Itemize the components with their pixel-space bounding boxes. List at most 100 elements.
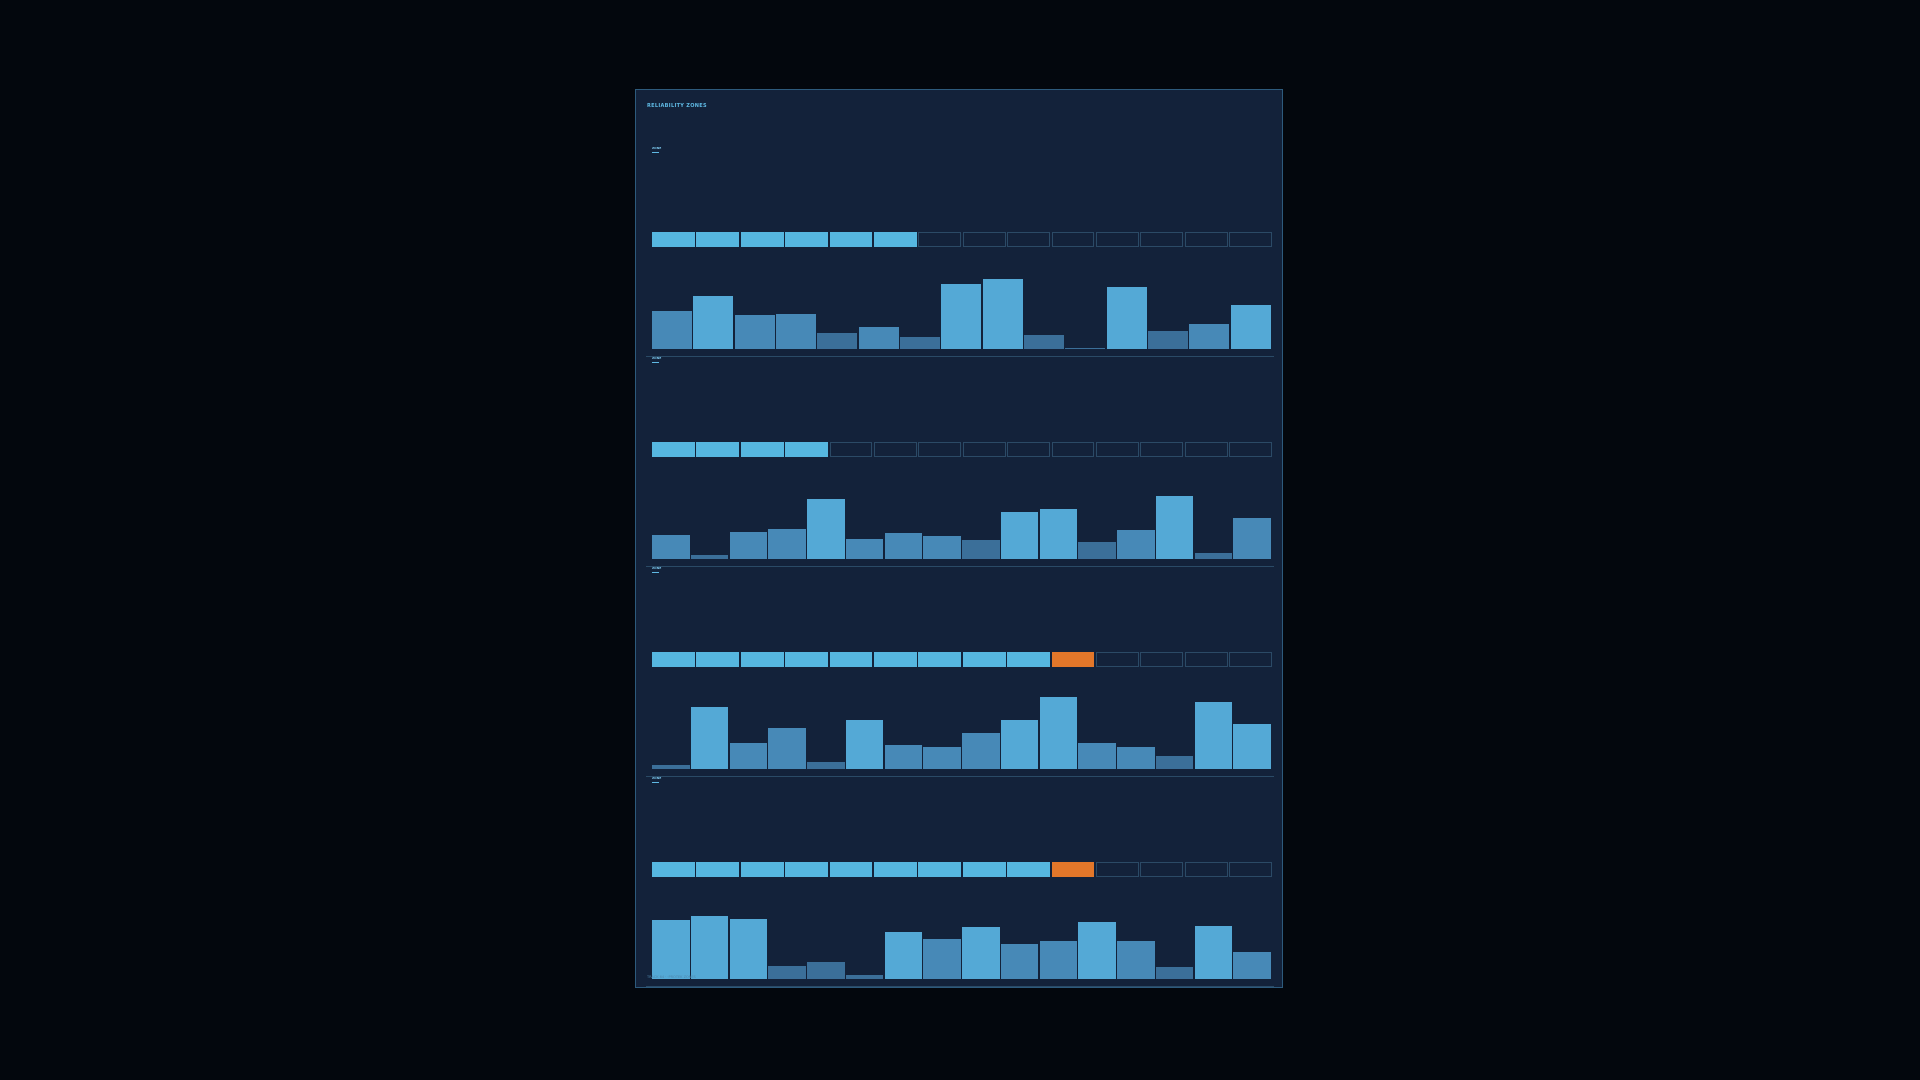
histogram-bar (1039, 508, 1078, 559)
segment-filled (696, 862, 740, 877)
zone-1: ZONE (636, 144, 1284, 358)
zone-marker (652, 572, 659, 573)
histogram-bar (923, 939, 961, 979)
histogram-bar (1065, 348, 1106, 349)
histogram-bar (884, 532, 923, 559)
histogram-bar (900, 336, 941, 349)
histogram-bar (652, 765, 690, 769)
histogram-bar (845, 538, 884, 559)
segment-empty (1229, 232, 1272, 247)
histogram-bar (845, 719, 884, 769)
histogram-bar (690, 915, 729, 979)
segment-filled (696, 442, 740, 457)
histogram-bar (1117, 746, 1155, 769)
segment-empty (1184, 442, 1228, 457)
segment-empty (873, 442, 917, 457)
segment-empty (962, 232, 1006, 247)
panel-title: RELIABILITY ZONES (647, 103, 707, 109)
histogram-bar (807, 962, 845, 979)
zone-label: ZONE (652, 146, 662, 150)
segment-filled (918, 862, 962, 877)
segment-empty (1051, 232, 1095, 247)
histogram-bar (734, 314, 775, 349)
histogram-bar (1155, 755, 1194, 769)
segment-filled (829, 232, 873, 247)
segment-alert (1051, 862, 1095, 877)
histogram-bar (652, 310, 693, 349)
histogram-bar (1230, 305, 1271, 349)
zone-divider (646, 986, 1274, 987)
histogram-bar (1194, 926, 1233, 979)
histogram-bar (1233, 518, 1271, 559)
segment-empty (1095, 442, 1139, 457)
histogram-bar (1155, 495, 1194, 559)
segment-filled (785, 652, 829, 667)
segment-filled (696, 232, 740, 247)
segment-filled (873, 862, 917, 877)
histogram-bar (1148, 331, 1189, 349)
histogram-bar (1024, 335, 1065, 349)
histogram-bar (690, 706, 729, 769)
histogram-bar (768, 728, 806, 769)
histogram-bar (1078, 742, 1116, 769)
segment-empty (1140, 232, 1184, 247)
histogram (652, 466, 1272, 559)
histogram-bar (690, 555, 729, 559)
segment-row (652, 232, 1272, 247)
segment-row (652, 442, 1272, 457)
segment-filled (1007, 652, 1051, 667)
segment-filled (740, 862, 784, 877)
segment-filled (740, 652, 784, 667)
histogram-bar (941, 283, 982, 349)
histogram-bar (884, 931, 923, 979)
segment-empty (1140, 652, 1184, 667)
segment-empty (829, 442, 873, 457)
segment-empty (918, 442, 962, 457)
histogram-bar (1233, 724, 1271, 769)
segment-filled (652, 652, 695, 667)
histogram-bar (1233, 952, 1271, 979)
segment-empty (1007, 442, 1051, 457)
segment-empty (1140, 442, 1184, 457)
histogram-bar (693, 296, 734, 349)
histogram-bar (1000, 719, 1039, 769)
panel-footer: TRACK 64 · ·PROTEK ZONES (647, 975, 696, 979)
zone-label: ZONE (652, 566, 662, 570)
histogram-bar (962, 732, 1000, 769)
histogram-bar (1106, 286, 1147, 349)
segment-empty (1184, 652, 1228, 667)
segment-alert (1051, 652, 1095, 667)
histogram-bar (1189, 323, 1230, 349)
zone-label: ZONE (652, 356, 662, 360)
segment-empty (1229, 652, 1272, 667)
segment-empty (962, 442, 1006, 457)
segment-row (652, 652, 1272, 667)
histogram-bar (845, 975, 884, 979)
histogram-bar (962, 540, 1000, 559)
zone-marker (652, 782, 659, 783)
zone-divider (646, 566, 1274, 567)
histogram-bar (923, 535, 961, 559)
segment-filled (785, 862, 829, 877)
segment-empty (1007, 232, 1051, 247)
histogram-bar (652, 920, 690, 979)
segment-filled (652, 862, 695, 877)
segment-empty (1140, 862, 1184, 877)
histogram-bar (1000, 943, 1039, 979)
segment-empty (1229, 442, 1272, 457)
segment-empty (1095, 652, 1139, 667)
histogram-bar (1039, 697, 1078, 769)
histogram-bar (768, 965, 806, 979)
segment-empty (918, 232, 962, 247)
segment-filled (962, 652, 1006, 667)
segment-filled (918, 652, 962, 667)
segment-row (652, 862, 1272, 877)
segment-filled (785, 232, 829, 247)
segment-filled (740, 442, 784, 457)
segment-empty (1229, 862, 1272, 877)
histogram-bar (729, 918, 768, 979)
histogram-bar (807, 761, 845, 769)
zone-4: ZONE (636, 774, 1284, 988)
segment-filled (829, 862, 873, 877)
segment-filled (829, 652, 873, 667)
